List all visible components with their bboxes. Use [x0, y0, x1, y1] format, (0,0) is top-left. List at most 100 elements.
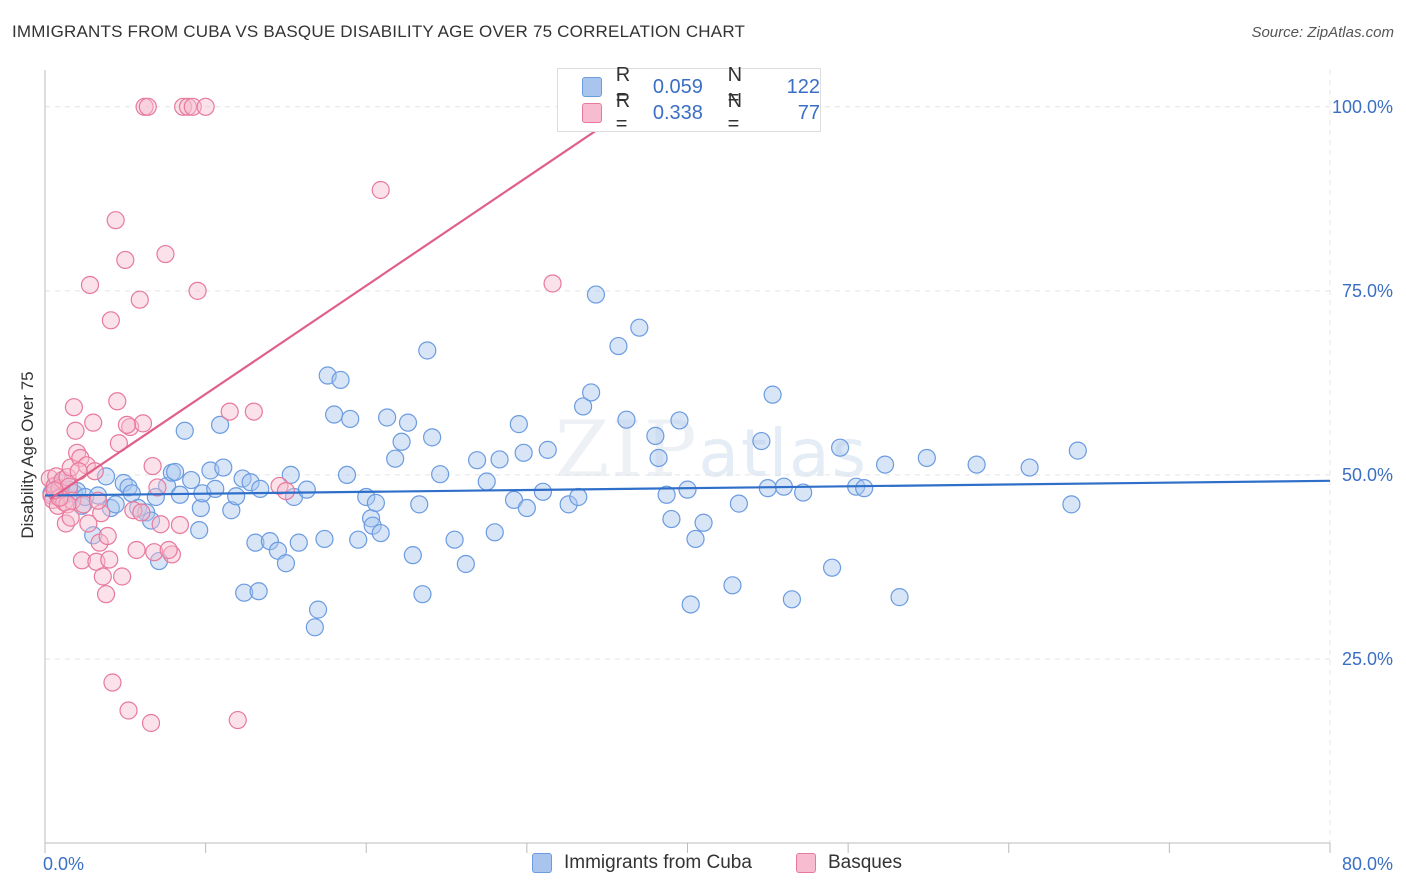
basque-point — [69, 462, 88, 481]
y-axis-label: Disability Age Over 75 — [18, 371, 37, 539]
basque-point — [543, 274, 562, 293]
cuba-point — [398, 413, 418, 432]
legend-label-basque: Basques — [828, 852, 902, 873]
basque-point — [132, 503, 151, 522]
cuba-point — [670, 411, 689, 430]
n-value: 122 — [786, 75, 820, 98]
y-tick-label: 25.0% — [1342, 649, 1393, 669]
n-label: N = — [727, 64, 743, 109]
legend-swatch-basque — [796, 853, 816, 873]
cuba-point — [190, 521, 209, 540]
cuba-point — [276, 554, 296, 573]
cuba-point — [646, 426, 665, 445]
basque-point — [84, 413, 103, 432]
cuba-point — [609, 336, 628, 356]
cuba-point — [445, 530, 464, 549]
stats-row-cuba: R = 0.059 N = 122 — [582, 64, 820, 109]
basque-point — [183, 97, 202, 116]
basque-point — [108, 392, 127, 411]
r-label: R = — [615, 64, 631, 109]
cuba-point — [378, 408, 397, 427]
basque-point — [103, 673, 122, 692]
basque-point — [119, 701, 138, 720]
basque-point — [106, 211, 125, 230]
cuba-trend-line — [44, 479, 1331, 497]
cuba-point — [222, 501, 241, 520]
basque-point — [156, 244, 175, 264]
basque-point — [371, 180, 390, 200]
basque-point — [61, 508, 80, 527]
basque-point — [174, 97, 193, 116]
cuba-point — [341, 409, 360, 429]
basque-point — [116, 250, 135, 270]
cuba-point — [686, 529, 705, 549]
basque-point — [96, 585, 116, 604]
cuba-point — [573, 397, 593, 416]
cuba-point — [206, 479, 225, 498]
basque-point — [93, 567, 112, 586]
cuba-point — [251, 479, 270, 498]
cuba-point — [782, 590, 802, 609]
legend-swatch-cuba — [582, 77, 602, 97]
legend-swatch-cuba — [532, 853, 552, 873]
y-tick-label: 50.0% — [1342, 465, 1393, 485]
cuba-point — [175, 421, 194, 440]
basque-point — [80, 275, 100, 295]
basque-point — [72, 551, 92, 570]
cuba-point — [630, 318, 649, 337]
source-label: Source: ZipAtlas.com — [1251, 24, 1394, 41]
cuba-point — [538, 440, 557, 459]
basque-point — [117, 415, 137, 434]
cuba-point — [649, 448, 668, 468]
cuba-point — [917, 448, 936, 468]
n-value: 77 — [797, 101, 820, 124]
cuba-point — [569, 487, 588, 507]
cuba-point — [582, 383, 601, 402]
cuba-point — [855, 479, 874, 498]
legend-label-cuba: Immigrants from Cuba — [564, 852, 752, 873]
basque-point — [56, 514, 75, 533]
basque-point — [138, 97, 157, 116]
chart-title: IMMIGRANTS FROM CUBA VS BASQUE DISABILIT… — [12, 22, 746, 41]
cuba-point — [533, 482, 553, 501]
cuba-point — [241, 473, 260, 492]
cuba-point — [490, 450, 509, 469]
cuba-point — [289, 533, 308, 552]
cuba-point — [1062, 495, 1081, 514]
r-label: R = — [615, 90, 631, 135]
cuba-point — [431, 465, 450, 484]
legend-item-cuba[interactable]: Immigrants from Cuba — [532, 852, 752, 874]
cuba-point — [517, 498, 536, 518]
n-label: N = — [727, 90, 743, 135]
basque-point — [151, 515, 170, 534]
r-value: 0.338 — [652, 101, 703, 124]
basque-point — [244, 402, 263, 421]
cuba-point — [214, 458, 233, 477]
basque-point — [196, 97, 215, 116]
basque-point — [88, 491, 108, 510]
cuba-point — [337, 465, 357, 485]
cuba-point — [410, 495, 429, 514]
cuba-point — [325, 405, 344, 424]
cuba-point — [191, 498, 210, 518]
stats-legend: R = 0.059 N = 122 R = 0.338 N = 77 — [557, 64, 821, 135]
cuba-point — [509, 415, 528, 434]
cuba-point — [794, 483, 813, 502]
basque-trend-line — [49, 105, 632, 501]
cuba-point — [752, 431, 771, 451]
cuba-point — [1020, 458, 1039, 477]
basque-point — [148, 478, 167, 497]
legend-item-basque[interactable]: Basques — [796, 852, 902, 874]
r-value: 0.059 — [652, 75, 703, 98]
axes — [44, 70, 1331, 853]
series-legend: Immigrants from Cuba Basques — [0, 852, 1406, 878]
stats-row-basque: R = 0.338 N = 77 — [582, 90, 820, 135]
cuba-point — [308, 600, 328, 619]
tick-labels: 25.0% 50.0% 75.0% 100.0% 0.0% 80.0% — [43, 97, 1393, 874]
cuba-point — [467, 451, 487, 470]
basque-point — [101, 311, 120, 330]
basque-point — [159, 540, 178, 560]
y-tick-label: 75.0% — [1342, 281, 1393, 301]
cuba-point — [890, 588, 909, 607]
cuba-point — [763, 385, 782, 404]
